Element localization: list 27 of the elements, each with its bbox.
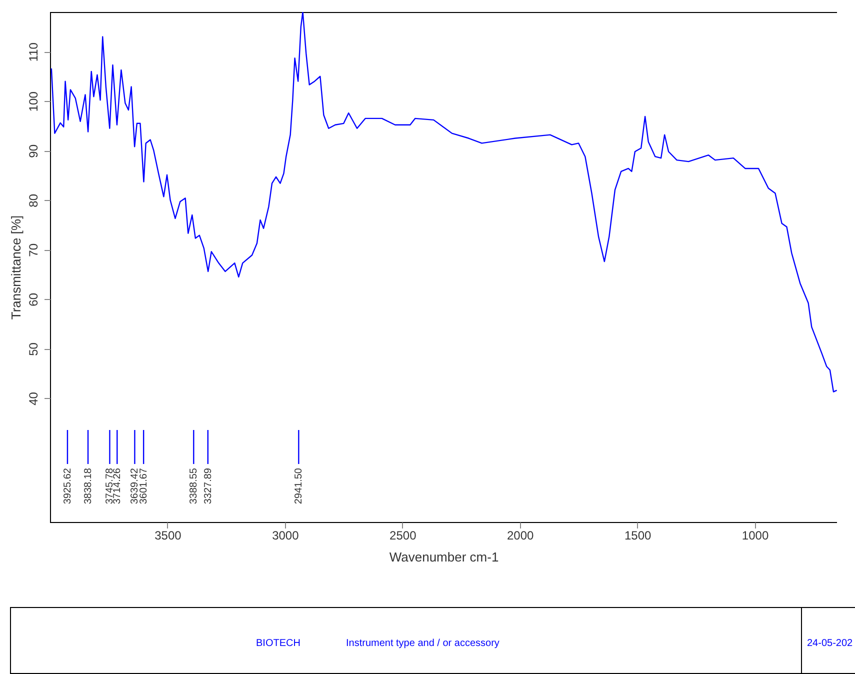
y-tick-label: 100: [26, 91, 40, 112]
x-tick-label: 3500: [154, 528, 182, 542]
x-tick-label: 1500: [624, 528, 652, 542]
y-tick-label: 40: [26, 392, 40, 406]
x-tick-label: 1000: [742, 528, 769, 542]
y-axis-title: Transmittance [%]: [8, 215, 24, 320]
annotation: 3388.55: [188, 468, 200, 504]
annotation: 3925.62: [62, 468, 74, 504]
text: 24-05-202: [807, 638, 853, 649]
y-tick-label: 60: [26, 292, 40, 306]
y-tick-label: 50: [26, 342, 40, 356]
x-axis-title: Wavenumber cm-1: [389, 550, 499, 564]
annotation: 3601.67: [138, 468, 150, 504]
annotation: 3639.42: [130, 468, 141, 504]
text: BIOTECH: [256, 638, 300, 649]
y-tick-label: 110: [26, 42, 40, 62]
text: Instrument type and / or accessory: [346, 638, 500, 649]
annotation: 3838.18: [83, 468, 94, 504]
y-tick-label: 70: [26, 243, 40, 257]
annotation: 3327.89: [202, 468, 214, 504]
x-tick-label: 2500: [390, 528, 417, 542]
x-tick-label: 3000: [272, 528, 300, 542]
annotation: 2941.50: [294, 468, 305, 504]
y-tick-label: 80: [26, 194, 40, 208]
y-tick-label: 90: [26, 144, 40, 158]
x-tick-label: 2000: [507, 528, 534, 542]
line-series: [50, 12, 837, 392]
